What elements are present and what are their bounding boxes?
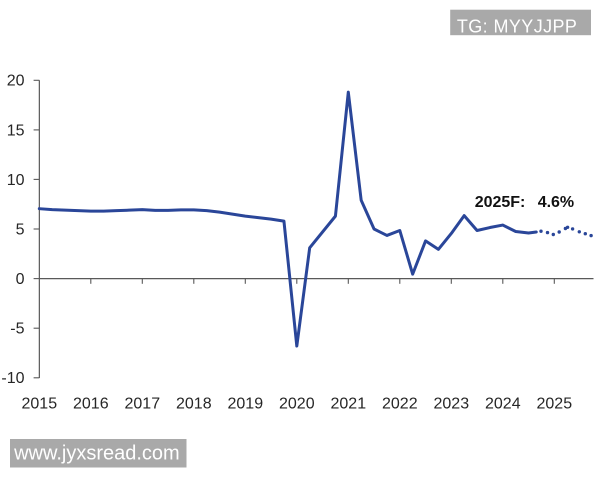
svg-text:2022: 2022 (382, 396, 418, 413)
svg-text:2017: 2017 (125, 396, 161, 413)
svg-text:0: 0 (16, 271, 25, 288)
svg-text:-10: -10 (1, 370, 24, 387)
svg-text:2019: 2019 (228, 396, 264, 413)
svg-text:15: 15 (7, 122, 25, 139)
svg-text:www.jyxsread.com: www.jyxsread.com (13, 443, 180, 465)
svg-text:4.6%: 4.6% (538, 194, 574, 211)
svg-text:10: 10 (7, 172, 25, 189)
svg-text:2023: 2023 (434, 396, 470, 413)
svg-text:2025F:: 2025F: (475, 194, 526, 211)
svg-text:2015: 2015 (22, 396, 58, 413)
svg-text:TG: MYYJJPP: TG: MYYJJPP (457, 16, 577, 36)
svg-text:2016: 2016 (73, 396, 109, 413)
svg-text:20: 20 (7, 73, 25, 90)
svg-text:2020: 2020 (279, 396, 315, 413)
svg-text:5: 5 (16, 221, 25, 238)
svg-text:2021: 2021 (331, 396, 367, 413)
svg-text:2025: 2025 (537, 396, 573, 413)
svg-text:-5: -5 (10, 321, 24, 338)
svg-text:2018: 2018 (176, 396, 212, 413)
svg-text:2024: 2024 (485, 396, 521, 413)
